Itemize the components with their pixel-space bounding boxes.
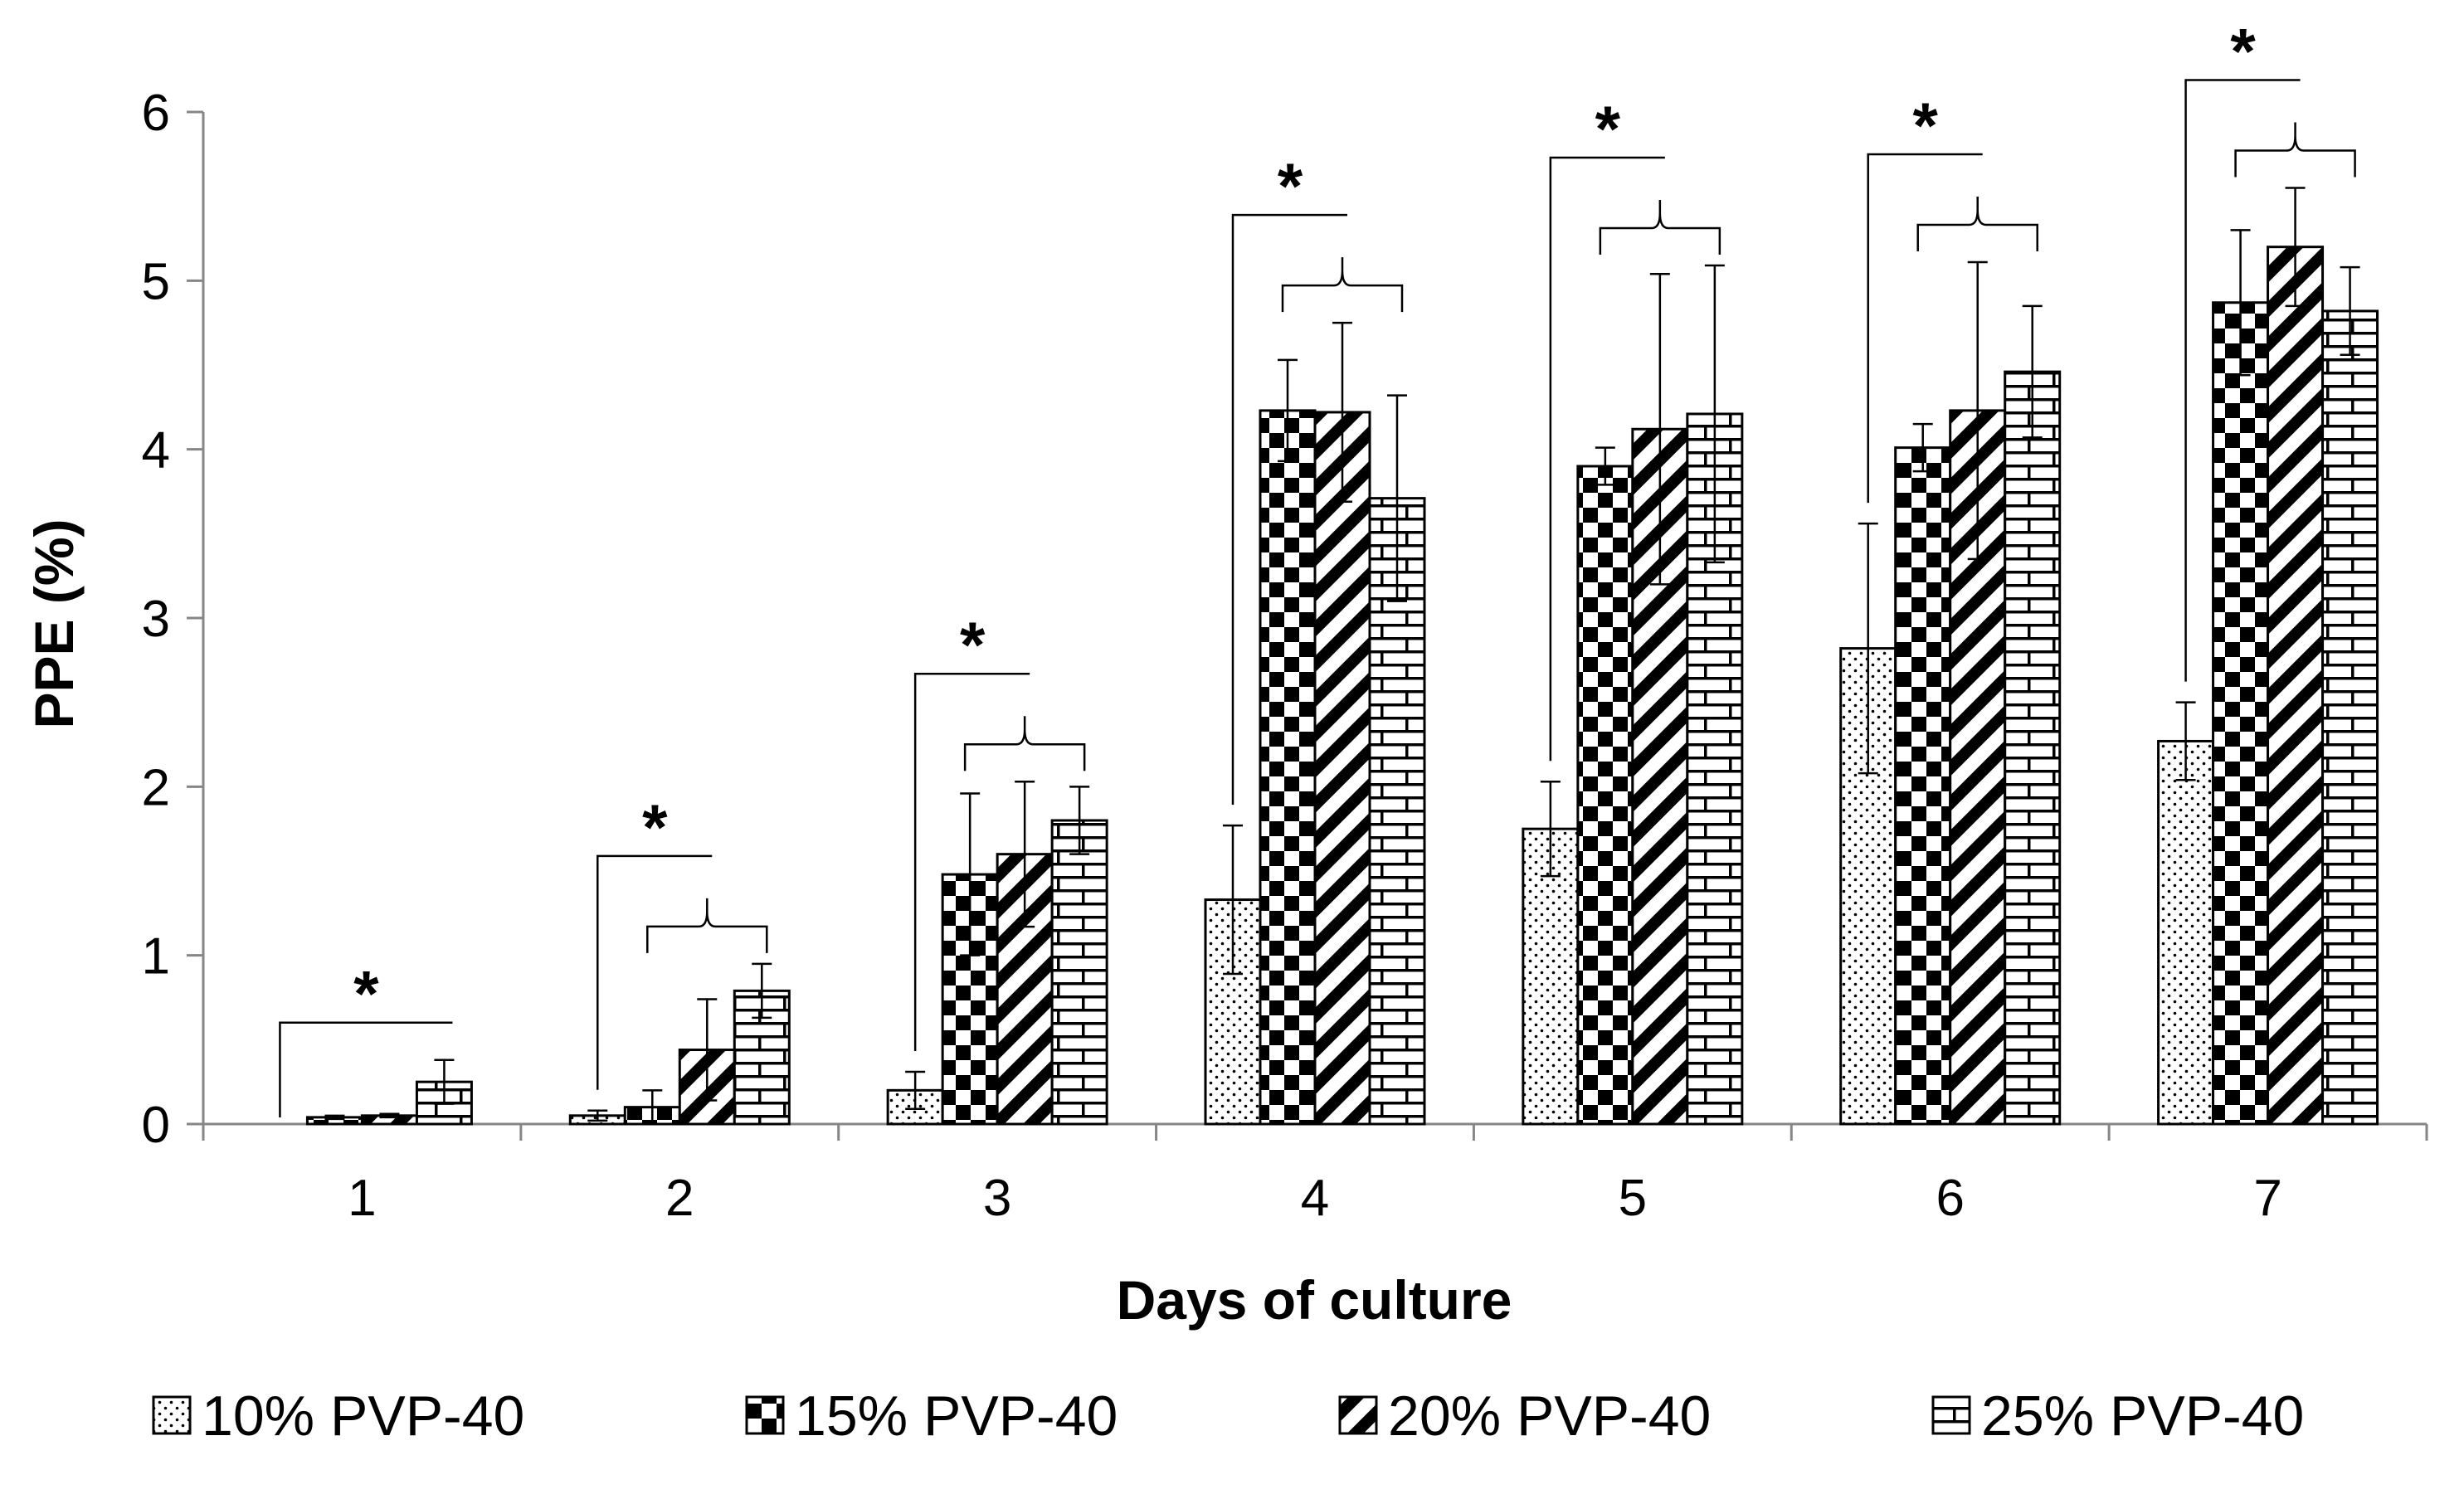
significance-bracket	[1549, 156, 1665, 762]
y-tick-label: 3	[142, 591, 170, 648]
significance-bracket	[1231, 213, 1347, 805]
significance-brace	[646, 898, 768, 953]
y-axis-title: PPE (%)	[23, 518, 85, 728]
bar-20-pvp-40-day-4	[1313, 411, 1371, 1126]
significance-bracket	[913, 672, 1030, 1051]
significance-brace	[1281, 257, 1404, 313]
x-tick-label: 7	[2253, 1170, 2281, 1227]
significance-bracket	[597, 854, 713, 1090]
legend-swatch-dots	[152, 1395, 192, 1435]
legend-label: 25% PVP-40	[1981, 1385, 2304, 1448]
significance-brace	[1916, 196, 2038, 251]
bar-25-pvp-40-day-4	[1368, 497, 1426, 1126]
x-tick-label: 6	[1936, 1170, 1964, 1227]
legend-label: 10% PVP-40	[202, 1385, 524, 1448]
x-tick-label: 2	[665, 1170, 694, 1227]
bar-25-pvp-40-day-6	[2004, 370, 2062, 1126]
significance-star: *	[353, 957, 379, 1030]
significance-star: *	[642, 791, 668, 864]
bar-15-pvp-40-day-7	[2212, 301, 2270, 1126]
legend-swatch-diagonal	[1338, 1395, 1378, 1435]
significance-brace	[1599, 200, 1721, 256]
significance-star: *	[1595, 92, 1621, 165]
y-tick-label: 5	[142, 253, 170, 310]
bar-25-pvp-40-day-3	[1050, 819, 1108, 1126]
x-tick-label: 5	[1619, 1170, 1647, 1227]
legend-label: 20% PVP-40	[1388, 1385, 1711, 1448]
significance-star: *	[1278, 149, 1303, 222]
bar-15-pvp-40-day-5	[1576, 465, 1634, 1126]
bar-10-pvp-40-day-7	[2157, 739, 2215, 1126]
y-tick-label: 6	[142, 85, 170, 142]
x-axis-title: Days of culture	[1117, 1269, 1512, 1331]
significance-bracket	[279, 1021, 453, 1117]
significance-bracket	[2184, 79, 2301, 682]
significance-brace	[963, 716, 1086, 771]
y-tick-label: 0	[142, 1097, 170, 1154]
legend-swatch-brick	[1931, 1395, 1971, 1435]
bar-15-pvp-40-day-6	[1894, 446, 1952, 1126]
y-tick-label: 2	[142, 759, 170, 816]
bar-25-pvp-40-day-7	[2321, 309, 2379, 1126]
y-tick-label: 1	[142, 928, 170, 986]
x-tick-label: 1	[348, 1170, 376, 1227]
legend-label: 15% PVP-40	[795, 1385, 1118, 1448]
significance-brace	[2234, 122, 2356, 178]
significance-star: *	[2230, 15, 2256, 88]
significance-star: *	[1913, 89, 1939, 162]
significance-annotations: * * * * * * *	[279, 15, 2356, 1117]
legend: 10% PVP-40 15% PVP-40 20% PVP-40 25% PVP-40	[152, 1385, 2304, 1448]
significance-bracket	[1867, 153, 1983, 504]
bar-20-pvp-40-day-7	[2267, 246, 2325, 1126]
x-tick-label: 4	[1301, 1170, 1329, 1227]
legend-swatch-checker	[745, 1395, 785, 1435]
significance-star: *	[960, 608, 986, 681]
y-tick-label: 4	[142, 422, 170, 479]
x-tick-label: 3	[983, 1170, 1011, 1227]
bar-15-pvp-40-day-4	[1259, 409, 1317, 1126]
bars	[305, 187, 2379, 1126]
